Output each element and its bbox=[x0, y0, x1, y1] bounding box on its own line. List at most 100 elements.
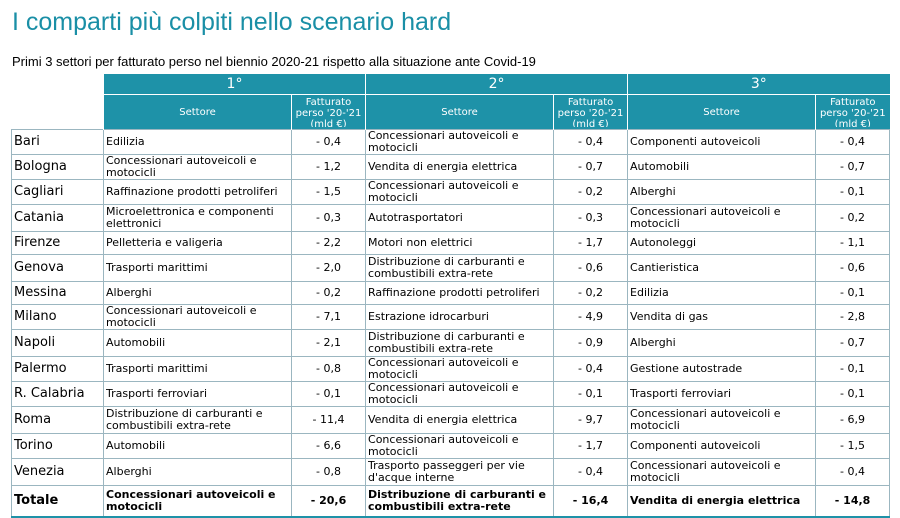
sector-3-cell: Concessionari autoveicoli e motocicli bbox=[627, 406, 817, 434]
sector-text: Trasporti ferroviari bbox=[106, 388, 208, 400]
sector-text: Vendita di energia elettrica bbox=[630, 495, 801, 507]
value-3-cell: - 0,4 bbox=[815, 458, 891, 486]
value-3-cell: - 0,6 bbox=[815, 254, 891, 282]
value-1-cell: - 6,6 bbox=[290, 433, 367, 459]
sector-text: Trasporto passeggeri per vie d'acque int… bbox=[368, 460, 525, 484]
revenue-header: Fatturato perso '20-'21 (mld €) bbox=[553, 94, 628, 130]
sector-3-cell: Concessionari autoveicoli e motocicli bbox=[627, 458, 817, 486]
value-1-cell: - 7,1 bbox=[290, 304, 367, 330]
sector-3-cell: Concessionari autoveicoli e motocicli bbox=[627, 204, 817, 232]
sector-1-cell: Trasporti marittimi bbox=[103, 254, 292, 282]
rank-2-header: 2° bbox=[365, 74, 628, 95]
sector-1-cell: Trasporti ferroviari bbox=[103, 381, 292, 407]
sector-text: Concessionari autoveicoli e motocicli bbox=[106, 489, 276, 513]
value-1-cell: - 2,1 bbox=[290, 329, 367, 357]
sector-text: Distribuzione di carburanti e combustibi… bbox=[368, 489, 547, 513]
sector-2-cell: Trasporto passeggeri per vie d'acque int… bbox=[365, 458, 555, 486]
sector-text: Concessionari autoveicoli e motocicli bbox=[106, 305, 257, 329]
value-2-cell: - 16,4 bbox=[553, 485, 629, 518]
sector-1-cell: Automobili bbox=[103, 329, 292, 357]
sector-text: Gestione autostrade bbox=[630, 363, 743, 375]
header-corner-2 bbox=[11, 94, 104, 130]
value-2-cell: - 1,7 bbox=[553, 231, 629, 255]
sector-3-cell: Trasporti ferroviari bbox=[627, 381, 817, 407]
sector-text: Componenti autoveicoli bbox=[630, 136, 761, 148]
value-2-cell: - 9,7 bbox=[553, 406, 629, 434]
sector-text: Raffinazione prodotti petroliferi bbox=[106, 186, 278, 198]
page-title: I comparti più colpiti nello scenario ha… bbox=[12, 8, 452, 36]
sector-header: Settore bbox=[103, 94, 292, 130]
sector-2-cell: Distribuzione di carburanti e combustibi… bbox=[365, 254, 555, 282]
value-3-cell: - 0,2 bbox=[815, 204, 891, 232]
sector-2-cell: Vendita di energia elettrica bbox=[365, 406, 555, 434]
sector-text: Edilizia bbox=[630, 287, 669, 299]
city-cell: Messina bbox=[11, 281, 104, 305]
sector-text: Estrazione idrocarburi bbox=[368, 311, 489, 323]
city-cell: Firenze bbox=[11, 231, 104, 255]
revenue-header: Fatturato perso '20-'21 (mld €) bbox=[815, 94, 890, 130]
value-1-cell: - 20,6 bbox=[290, 485, 367, 518]
sector-3-cell: Alberghi bbox=[627, 179, 817, 205]
value-3-cell: - 14,8 bbox=[815, 485, 891, 518]
value-2-cell: - 1,7 bbox=[553, 433, 629, 459]
page-subtitle: Primi 3 settori per fatturato perso nel … bbox=[12, 54, 536, 69]
value-1-cell: - 0,4 bbox=[290, 129, 367, 155]
sector-2-cell: Motori non elettrici bbox=[365, 231, 555, 255]
sector-1-cell: Automobili bbox=[103, 433, 292, 459]
sector-text: Distribuzione di carburanti e combustibi… bbox=[368, 256, 525, 280]
revenue-header: Fatturato perso '20-'21 (mld €) bbox=[290, 94, 366, 130]
sector-3-cell: Automobili bbox=[627, 154, 817, 180]
sector-text: Distribuzione di carburanti e combustibi… bbox=[106, 408, 263, 432]
sector-3-cell: Gestione autostrade bbox=[627, 356, 817, 382]
sector-text: Alberghi bbox=[106, 466, 152, 478]
table-row: Venezia Alberghi - 0,8 Trasporto passeggeri… bbox=[11, 458, 891, 486]
sector-text: Concessionari autoveicoli e motocicli bbox=[368, 180, 519, 204]
value-2-cell: - 0,2 bbox=[553, 179, 629, 205]
revenue-header-text: Fatturato perso '20-'21 (mld €) bbox=[819, 97, 886, 127]
value-1-cell: - 11,4 bbox=[290, 406, 367, 434]
sector-2-cell: Vendita di energia elettrica bbox=[365, 154, 555, 180]
table-row: Genova Trasporti marittimi - 2,0 Distribuzi… bbox=[11, 254, 891, 282]
rank-1-header: 1° bbox=[102, 74, 366, 95]
value-3-cell: - 0,1 bbox=[815, 381, 891, 407]
city-cell: Cagliari bbox=[11, 179, 104, 205]
value-2-cell: - 0,4 bbox=[553, 129, 629, 155]
sector-text: Concessionari autoveicoli e motocicli bbox=[630, 460, 781, 484]
value-3-cell: - 1,5 bbox=[815, 433, 891, 459]
value-3-cell: - 0,4 bbox=[815, 129, 891, 155]
sector-2-cell: Concessionari autoveicoli e motocicli bbox=[365, 433, 555, 459]
rank-header-row: 1° 2° 3° bbox=[11, 74, 890, 95]
value-3-cell: - 2,8 bbox=[815, 304, 891, 330]
sector-text: Alberghi bbox=[630, 337, 676, 349]
sector-text: Concessionari autoveicoli e motocicli bbox=[630, 408, 781, 432]
value-2-cell: - 0,7 bbox=[553, 154, 629, 180]
sector-text: Automobili bbox=[106, 337, 166, 349]
sector-1-cell: Concessionari autoveicoli e motocicli bbox=[103, 154, 292, 180]
value-1-cell: - 0,8 bbox=[290, 356, 367, 382]
sector-text: Concessionari autoveicoli e motocicli bbox=[368, 357, 519, 381]
value-3-cell: - 6,9 bbox=[815, 406, 891, 434]
sector-text: Automobili bbox=[106, 440, 166, 452]
sectors-table: 1° 2° 3° Settore Fatturato perso '20-'21… bbox=[11, 74, 891, 518]
sector-text: Alberghi bbox=[630, 186, 676, 198]
value-1-cell: - 0,3 bbox=[290, 204, 367, 232]
sector-3-cell: Vendita di gas bbox=[627, 304, 817, 330]
sector-3-cell: Componenti autoveicoli bbox=[627, 433, 817, 459]
sector-text: Edilizia bbox=[106, 136, 145, 148]
sector-text: Trasporti ferroviari bbox=[630, 388, 732, 400]
value-1-cell: - 0,1 bbox=[290, 381, 367, 407]
sector-3-cell: Vendita di energia elettrica bbox=[627, 485, 817, 518]
city-cell: Torino bbox=[11, 433, 104, 459]
sector-text: Trasporti marittimi bbox=[106, 363, 208, 375]
city-cell: Palermo bbox=[11, 356, 104, 382]
sector-text: Concessionari autoveicoli e motocicli bbox=[368, 130, 519, 154]
sector-text: Distribuzione di carburanti e combustibi… bbox=[368, 331, 525, 355]
sector-1-cell: Alberghi bbox=[103, 458, 292, 486]
table-row: Catania Microelettronica e componenti ele… bbox=[11, 204, 891, 232]
sector-2-cell: Concessionari autoveicoli e motocicli bbox=[365, 129, 555, 155]
revenue-header-text: Fatturato perso '20-'21 (mld €) bbox=[295, 97, 362, 127]
sector-2-cell: Concessionari autoveicoli e motocicli bbox=[365, 356, 555, 382]
value-1-cell: - 2,2 bbox=[290, 231, 367, 255]
sector-text: Vendita di energia elettrica bbox=[368, 161, 518, 173]
sector-1-cell: Edilizia bbox=[103, 129, 292, 155]
